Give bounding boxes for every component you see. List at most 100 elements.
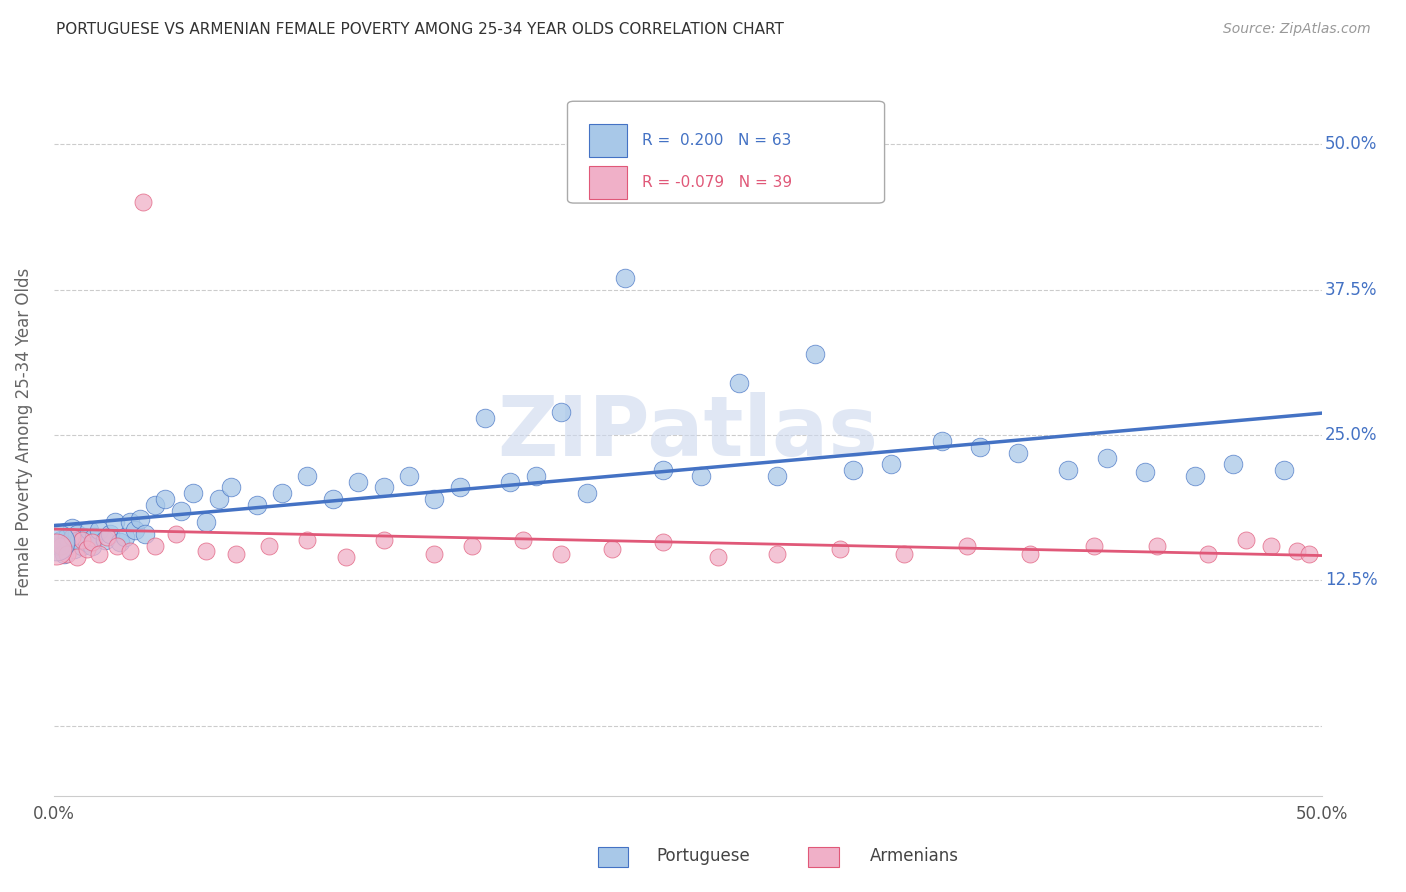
Point	[1285, 544, 1308, 558]
Point	[1007, 445, 1029, 459]
Point	[651, 535, 673, 549]
Point	[183, 486, 205, 500]
Point	[969, 440, 991, 454]
Point	[842, 463, 865, 477]
Point	[221, 480, 243, 494]
FancyBboxPatch shape	[589, 166, 627, 199]
Point	[53, 547, 76, 561]
Point	[45, 542, 67, 557]
Point	[613, 271, 636, 285]
Point	[373, 533, 395, 547]
FancyBboxPatch shape	[589, 125, 627, 157]
Point	[373, 480, 395, 494]
Point	[1234, 533, 1257, 547]
Point	[55, 547, 77, 561]
Point	[499, 475, 522, 489]
Point	[524, 468, 547, 483]
Text: Source: ZipAtlas.com: Source: ZipAtlas.com	[1223, 22, 1371, 37]
Point	[51, 533, 73, 547]
Point	[73, 531, 96, 545]
Text: Portuguese: Portuguese	[657, 847, 749, 865]
Point	[1260, 539, 1282, 553]
Point	[1146, 539, 1168, 553]
Point	[1222, 457, 1244, 471]
Text: 12.5%: 12.5%	[1324, 572, 1378, 590]
Point	[1095, 451, 1118, 466]
Point	[98, 527, 121, 541]
Point	[66, 550, 89, 565]
Point	[880, 457, 903, 471]
Point	[143, 539, 166, 553]
Point	[131, 195, 153, 210]
Point	[707, 550, 730, 565]
Point	[58, 535, 80, 549]
Y-axis label: Female Poverty Among 25-34 Year Olds: Female Poverty Among 25-34 Year Olds	[15, 268, 32, 596]
Point	[1057, 463, 1080, 477]
Point	[225, 547, 247, 561]
Point	[155, 491, 177, 506]
Point	[575, 486, 598, 500]
Point	[76, 542, 98, 557]
Point	[449, 480, 471, 494]
Point	[60, 531, 83, 545]
Point	[118, 544, 141, 558]
Text: R = -0.079   N = 39: R = -0.079 N = 39	[643, 175, 793, 190]
Point	[108, 535, 131, 549]
Point	[335, 550, 357, 565]
Point	[550, 547, 572, 561]
Text: PORTUGUESE VS ARMENIAN FEMALE POVERTY AMONG 25-34 YEAR OLDS CORRELATION CHART: PORTUGUESE VS ARMENIAN FEMALE POVERTY AM…	[56, 22, 785, 37]
Text: 37.5%: 37.5%	[1324, 281, 1376, 299]
Point	[461, 539, 484, 553]
Point	[423, 547, 446, 561]
Point	[67, 533, 90, 547]
Point	[1184, 468, 1206, 483]
Point	[79, 524, 101, 538]
Point	[96, 531, 118, 545]
Point	[66, 527, 89, 541]
Text: R =  0.200   N = 63: R = 0.200 N = 63	[643, 133, 792, 148]
Point	[48, 539, 70, 553]
Point	[423, 491, 446, 506]
Point	[114, 531, 136, 545]
Point	[1272, 463, 1295, 477]
Point	[143, 498, 166, 512]
Point	[195, 516, 218, 530]
Point	[271, 486, 294, 500]
Point	[124, 524, 146, 538]
Point	[689, 468, 711, 483]
Point	[129, 512, 152, 526]
FancyBboxPatch shape	[568, 102, 884, 203]
Point	[51, 539, 73, 553]
Point	[208, 491, 231, 506]
Point	[474, 410, 496, 425]
Point	[765, 547, 787, 561]
Point	[104, 516, 127, 530]
Point	[195, 544, 218, 558]
Point	[134, 527, 156, 541]
Point	[893, 547, 915, 561]
Point	[70, 533, 93, 547]
Point	[1298, 547, 1320, 561]
Point	[956, 539, 979, 553]
Point	[550, 405, 572, 419]
Point	[89, 547, 111, 561]
Point	[297, 468, 319, 483]
Point	[1083, 539, 1105, 553]
Point	[83, 531, 105, 545]
Point	[651, 463, 673, 477]
Point	[89, 524, 111, 538]
Point	[169, 504, 191, 518]
Text: 25.0%: 25.0%	[1324, 426, 1376, 444]
Point	[765, 468, 787, 483]
Point	[80, 535, 103, 549]
Point	[347, 475, 370, 489]
Point	[1019, 547, 1042, 561]
Point	[55, 531, 77, 545]
Point	[830, 542, 852, 557]
Point	[297, 533, 319, 547]
Point	[512, 533, 534, 547]
Point	[600, 542, 623, 557]
Point	[804, 346, 827, 360]
Point	[259, 539, 281, 553]
Point	[63, 542, 86, 557]
